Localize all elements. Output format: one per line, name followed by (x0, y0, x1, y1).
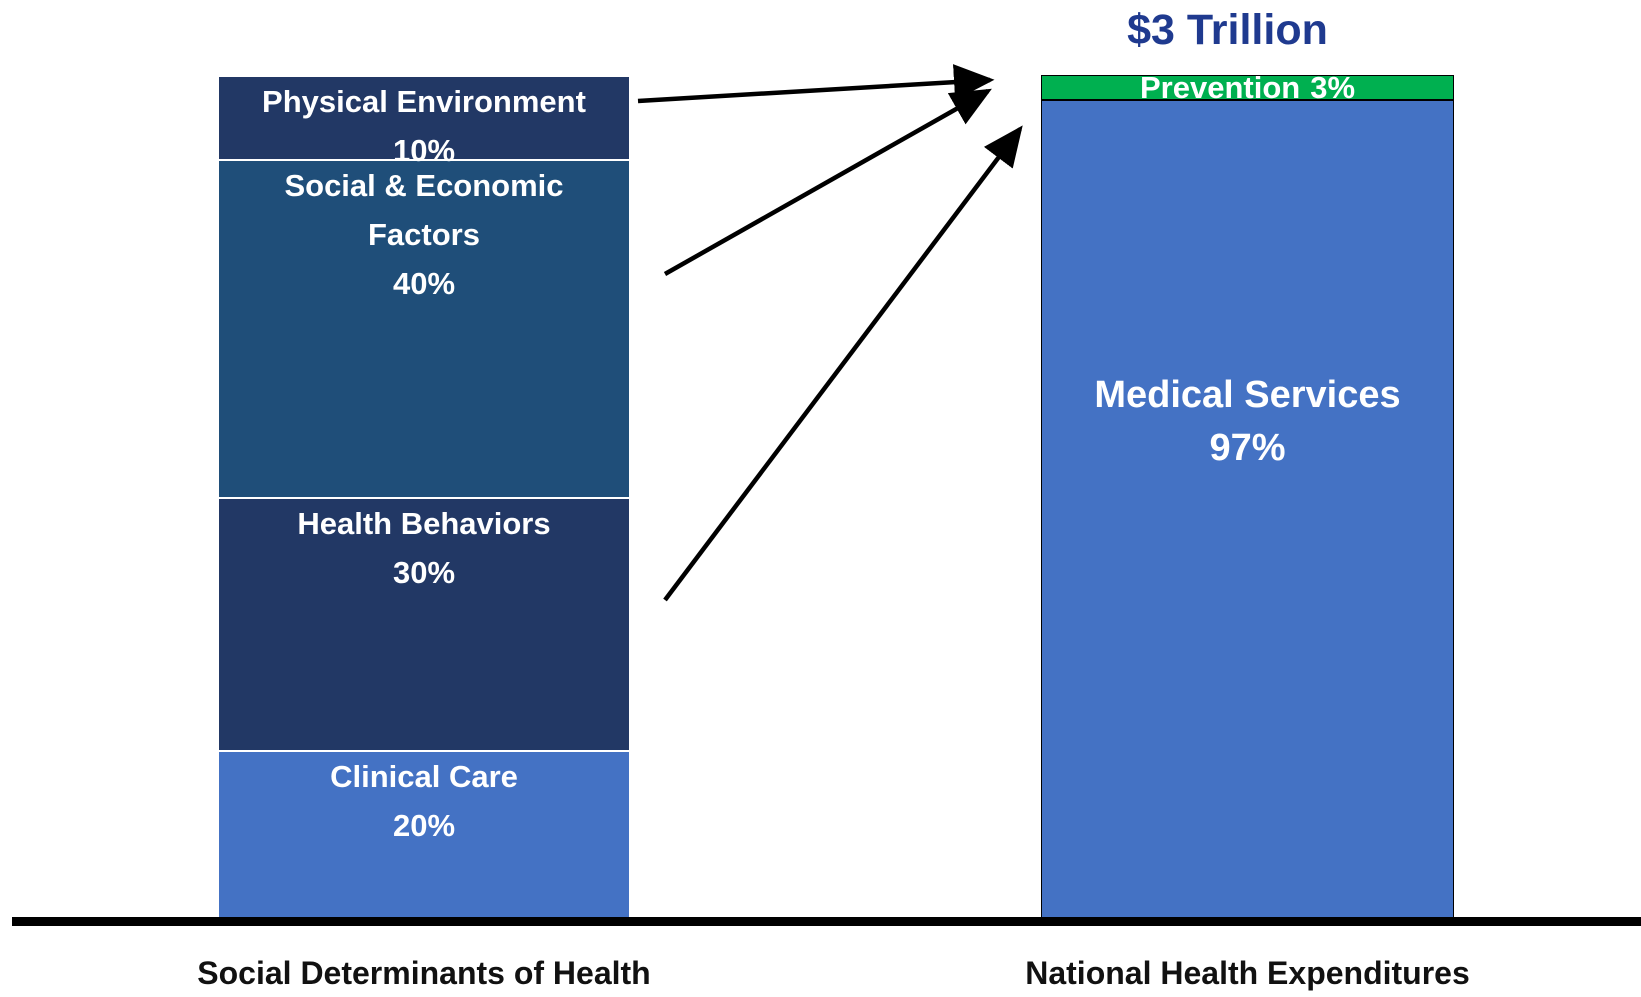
data-label: 10% (392, 133, 456, 168)
bar-segment: Health Behaviors 30% (219, 497, 629, 751)
bar-segment: Physical Environment 10% (219, 75, 629, 168)
data-label: 40% (392, 266, 456, 302)
segment-label: Health Behaviors (297, 506, 551, 541)
bar-segment: Prevention 3% (1041, 70, 1454, 105)
x-tick-label: National Health Expenditures (1025, 955, 1470, 991)
segment-label: Medical Services (1094, 373, 1401, 416)
data-label: 20% (392, 808, 456, 844)
annotation: $3 Trillion (1127, 6, 1328, 54)
segment-label: Prevention (1139, 69, 1301, 105)
x-tick-label: Social Determinants of Health (197, 955, 651, 991)
segment-label: Physical Environment (262, 84, 586, 119)
arrow (637, 64, 995, 104)
baseline (12, 917, 1641, 926)
data-label: 3% (1310, 69, 1356, 105)
data-label: 97% (1209, 426, 1286, 469)
data-label: 30% (392, 555, 456, 590)
segment-label: Clinical Care (330, 759, 518, 795)
arrow (663, 125, 1023, 602)
arrow (663, 88, 992, 276)
segment-label: Social & Economic Factors (284, 168, 564, 253)
bar-segment: Medical Services 97% (1041, 100, 1454, 919)
bar-segment: Clinical Care 20% (219, 750, 629, 919)
bar-segment: Social & Economic Factors 40% (219, 159, 629, 497)
